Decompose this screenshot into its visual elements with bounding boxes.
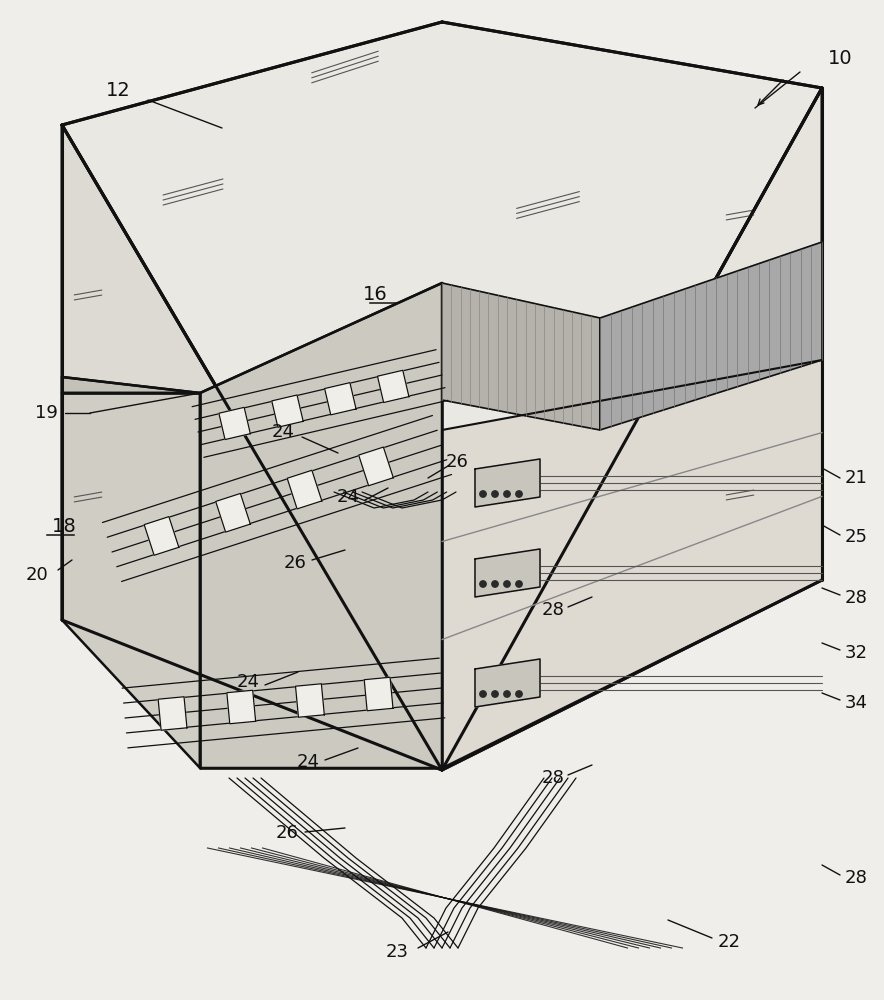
- Circle shape: [515, 581, 522, 587]
- Polygon shape: [216, 493, 250, 532]
- Text: 25: 25: [845, 528, 868, 546]
- Circle shape: [492, 491, 499, 497]
- Text: 21: 21: [845, 469, 868, 487]
- Text: 24: 24: [271, 423, 294, 441]
- Text: 26: 26: [276, 824, 299, 842]
- Circle shape: [480, 581, 486, 587]
- Polygon shape: [442, 88, 822, 770]
- Circle shape: [492, 581, 499, 587]
- Polygon shape: [62, 125, 442, 770]
- Polygon shape: [62, 22, 822, 770]
- Polygon shape: [158, 697, 187, 730]
- Polygon shape: [600, 242, 822, 430]
- Text: 10: 10: [828, 48, 853, 68]
- Text: 24: 24: [296, 753, 319, 771]
- Circle shape: [480, 491, 486, 497]
- Text: 34: 34: [845, 694, 868, 712]
- Text: 23: 23: [385, 943, 408, 961]
- Text: 26: 26: [284, 554, 307, 572]
- Polygon shape: [295, 684, 324, 717]
- Polygon shape: [475, 459, 540, 507]
- Polygon shape: [359, 447, 393, 486]
- Text: 24: 24: [337, 488, 360, 506]
- Circle shape: [504, 581, 510, 587]
- Polygon shape: [287, 470, 322, 509]
- Text: 24: 24: [237, 673, 260, 691]
- Polygon shape: [227, 690, 255, 724]
- Polygon shape: [475, 659, 540, 707]
- Circle shape: [504, 491, 510, 497]
- Circle shape: [492, 691, 499, 697]
- Circle shape: [504, 691, 510, 697]
- Text: 28: 28: [845, 589, 868, 607]
- Polygon shape: [219, 407, 250, 440]
- Polygon shape: [475, 549, 540, 597]
- Polygon shape: [144, 517, 179, 555]
- Polygon shape: [442, 283, 600, 430]
- Text: 20: 20: [26, 566, 48, 584]
- Polygon shape: [324, 383, 356, 415]
- Text: 18: 18: [52, 518, 77, 536]
- Circle shape: [480, 691, 486, 697]
- Text: 28: 28: [542, 769, 565, 787]
- Polygon shape: [62, 393, 200, 768]
- Circle shape: [515, 491, 522, 497]
- Text: 19: 19: [35, 404, 58, 422]
- Text: 28: 28: [542, 601, 565, 619]
- Text: 26: 26: [446, 453, 469, 471]
- Text: 22: 22: [718, 933, 741, 951]
- Polygon shape: [442, 360, 822, 768]
- Text: 16: 16: [362, 286, 387, 304]
- Polygon shape: [62, 377, 200, 393]
- Text: 32: 32: [845, 644, 868, 662]
- Polygon shape: [271, 395, 303, 427]
- Polygon shape: [377, 370, 409, 403]
- Text: 28: 28: [845, 869, 868, 887]
- Polygon shape: [364, 677, 393, 711]
- Polygon shape: [200, 283, 442, 768]
- Circle shape: [515, 691, 522, 697]
- Text: 12: 12: [105, 81, 130, 100]
